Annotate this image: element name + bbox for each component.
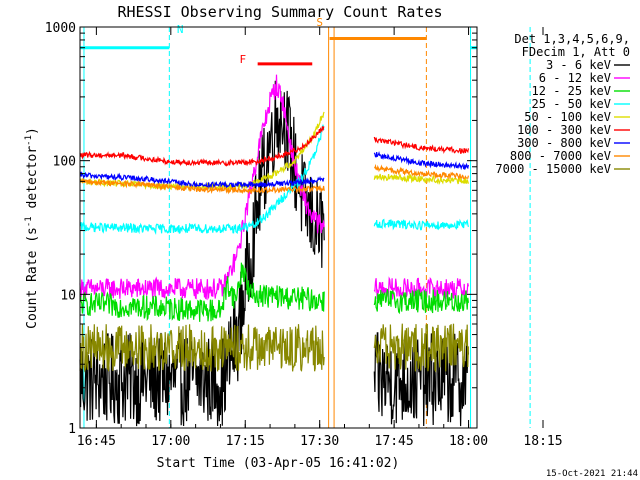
series-line-12-25keV xyxy=(373,288,469,315)
legend-header: Det 1,3,4,5,6,9, xyxy=(514,32,630,46)
x-axis-ticks: 16:45 17:00 17:15 17:30 17:45 18:00 18:15 xyxy=(77,27,563,449)
series-line-7000-15000keV xyxy=(79,324,325,373)
legend-label: 25 - 50 keV xyxy=(532,97,611,111)
y-axis-label-part: ) xyxy=(25,127,40,135)
flag-letter: S xyxy=(316,16,323,29)
plot-frame xyxy=(79,26,478,429)
y-axis-label: Count Rate (s-1 detector-1) xyxy=(24,127,40,329)
data-series-group xyxy=(79,74,469,427)
x-tick-label: 17:30 xyxy=(300,434,339,449)
flag-letter: N xyxy=(177,23,184,36)
generation-timestamp: 15-Oct-2021 21:44 xyxy=(546,469,638,479)
y-axis-label-sup: -1 xyxy=(24,135,34,146)
x-tick-label: 16:45 xyxy=(77,434,116,449)
series-line-25-50keV xyxy=(79,124,325,235)
x-tick-label: 17:45 xyxy=(375,434,414,449)
legend-label: 800 - 7000 keV xyxy=(510,149,611,163)
legend-label: 300 - 800 keV xyxy=(517,136,611,150)
x-axis-label: Start Time (03-Apr-05 16:41:02) xyxy=(157,456,400,471)
series-line-100-300keV xyxy=(373,136,469,155)
series-line-800-7000keV xyxy=(373,163,469,181)
y-axis-label-part: detector xyxy=(25,146,40,217)
legend-label: 100 - 300 keV xyxy=(517,123,611,137)
y-tick-label: 10 xyxy=(60,288,76,303)
series-line-50-100keV xyxy=(373,172,469,185)
series-line-25-50keV xyxy=(373,218,469,231)
legend-label: 6 - 12 keV xyxy=(539,71,611,85)
legend-label: 3 - 6 keV xyxy=(546,58,611,72)
legend: Det 1,3,4,5,6,9,FDecim 1, Att 03 - 6 keV… xyxy=(495,32,630,176)
series-line-800-7000keV xyxy=(79,177,325,195)
x-tick-label: 18:00 xyxy=(449,434,488,449)
series-line-12-25keV xyxy=(79,262,325,322)
legend-header: FDecim 1, Att 0 xyxy=(522,45,630,59)
legend-label: 7000 - 15000 keV xyxy=(495,162,611,176)
x-tick-label: 17:15 xyxy=(226,434,265,449)
y-axis-ticks: 1 10 100 1000 xyxy=(45,21,477,437)
y-axis-label-sup: -1 xyxy=(24,216,34,227)
y-tick-label: 100 xyxy=(53,155,76,170)
flag-letter: F xyxy=(239,53,246,66)
y-tick-label: 1 xyxy=(68,422,76,437)
series-line-300-800keV xyxy=(79,171,325,189)
series-line-6-12keV xyxy=(79,74,325,301)
legend-label: 12 - 25 keV xyxy=(532,84,611,98)
series-line-300-800keV xyxy=(373,150,469,171)
x-tick-label: 18:15 xyxy=(523,434,562,449)
x-tick-label: 17:00 xyxy=(151,434,190,449)
y-tick-label: 1000 xyxy=(45,21,76,36)
chart-title: RHESSI Observing Summary Count Rates xyxy=(117,3,442,21)
series-line-100-300keV xyxy=(79,126,325,167)
y-axis-label-part: Count Rate (s xyxy=(25,227,40,329)
legend-label: 50 - 100 keV xyxy=(524,110,611,124)
series-line-7000-15000keV xyxy=(373,323,469,373)
